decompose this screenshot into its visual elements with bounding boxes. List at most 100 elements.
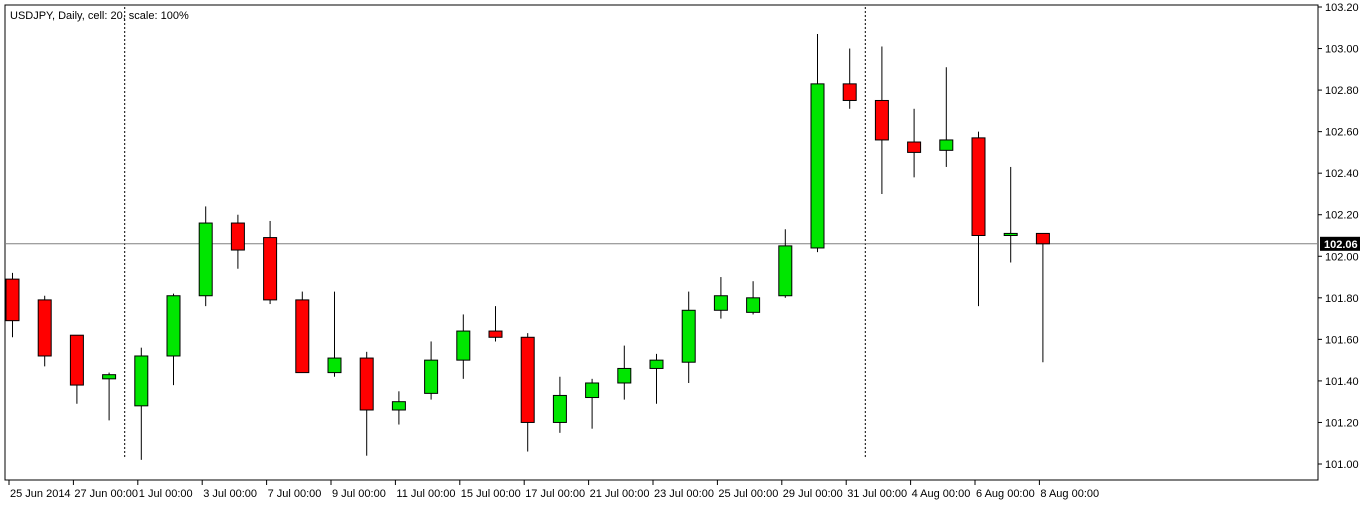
candle[interactable] — [1035, 232, 1050, 363]
candle[interactable] — [874, 46, 889, 194]
candle-body — [617, 367, 632, 384]
plot-area — [4, 4, 1319, 481]
x-tick-label: 9 Jul 00:00 — [332, 488, 386, 500]
candle[interactable] — [295, 291, 310, 374]
x-tick-label: 6 Aug 00:00 — [976, 488, 1035, 500]
chart-info-text: USDJPY, Daily, cell: 20, scale: 100% — [10, 10, 189, 22]
x-tick-label: 31 Jul 00:00 — [847, 488, 907, 500]
x-tick-label: 11 Jul 00:00 — [396, 488, 455, 500]
candle-body — [552, 394, 567, 423]
x-tick-label: 21 Jul 00:00 — [590, 488, 650, 500]
candle-body — [230, 222, 245, 251]
candle[interactable] — [198, 206, 213, 307]
candle[interactable] — [391, 391, 406, 425]
candle-body — [327, 357, 342, 374]
x-tick-label: 25 Jun 2014 — [10, 488, 71, 500]
candle-body — [746, 297, 761, 313]
candle[interactable] — [552, 376, 567, 433]
candle[interactable] — [263, 220, 278, 305]
candle-body — [874, 99, 889, 141]
x-tick-label: 27 Jun 00:00 — [74, 488, 138, 500]
current-price-marker-bg — [1320, 236, 1360, 251]
y-tick-label: 103.20 — [1325, 2, 1359, 14]
current-price-marker: 102.06 — [1320, 236, 1360, 251]
y-tick-label: 102.00 — [1325, 251, 1359, 263]
candle-body — [778, 245, 793, 297]
current-price-label: 102.06 — [1324, 239, 1358, 251]
candle[interactable] — [1003, 166, 1018, 263]
x-tick-label: 17 Jul 00:00 — [525, 488, 585, 500]
y-tick-label: 101.60 — [1325, 334, 1359, 346]
candle-body — [198, 222, 213, 297]
candle-body — [102, 374, 117, 380]
x-tick-label: 3 Jul 00:00 — [203, 488, 257, 500]
candle[interactable] — [37, 295, 52, 367]
x-tick-label: 7 Jul 00:00 — [268, 488, 322, 500]
candle[interactable] — [778, 229, 793, 298]
candle-body — [520, 336, 535, 423]
candle[interactable] — [520, 333, 535, 452]
candle-body — [69, 334, 84, 386]
y-tick-label: 101.80 — [1325, 293, 1359, 305]
y-tick-label: 101.00 — [1325, 459, 1359, 471]
candle[interactable] — [69, 334, 84, 404]
candle[interactable] — [810, 34, 825, 253]
candle-body — [359, 357, 374, 411]
candle-body — [1003, 232, 1018, 237]
candle-body — [456, 330, 471, 361]
candle[interactable] — [424, 341, 439, 400]
y-tick-label: 102.80 — [1325, 85, 1359, 97]
candle[interactable] — [456, 314, 471, 379]
candle-body — [971, 137, 986, 236]
candle-body — [166, 295, 181, 357]
candle-body — [713, 295, 728, 311]
candle[interactable] — [102, 372, 117, 421]
candle-body — [842, 83, 857, 101]
y-tick-label: 101.40 — [1325, 376, 1359, 388]
x-tick-label: 15 Jul 00:00 — [461, 488, 521, 500]
candle[interactable] — [939, 67, 954, 167]
candle[interactable] — [359, 351, 374, 456]
candle[interactable] — [842, 48, 857, 109]
candle-body — [424, 359, 439, 394]
candle-body — [649, 359, 664, 369]
candle[interactable] — [713, 277, 728, 319]
candle-body — [134, 355, 149, 407]
candle-body — [5, 278, 20, 322]
y-tick-label: 102.40 — [1325, 168, 1359, 180]
candle[interactable] — [971, 131, 986, 307]
candle-body — [681, 309, 696, 363]
candle[interactable] — [617, 345, 632, 400]
candle[interactable] — [907, 108, 922, 178]
candle[interactable] — [166, 293, 181, 386]
candle[interactable] — [5, 272, 20, 338]
candle-body — [488, 330, 503, 338]
candle-body — [585, 382, 600, 399]
x-tick-label: 4 Aug 00:00 — [912, 488, 971, 500]
y-tick-label: 102.60 — [1325, 127, 1359, 139]
candle[interactable] — [746, 281, 761, 315]
candle[interactable] — [488, 306, 503, 342]
x-tick-label: 29 Jul 00:00 — [783, 488, 843, 500]
candle-body — [263, 237, 278, 301]
x-tick-label: 1 Jul 00:00 — [139, 488, 193, 500]
candle[interactable] — [585, 378, 600, 429]
candle-body — [1035, 232, 1050, 245]
x-tick-label: 25 Jul 00:00 — [718, 488, 778, 500]
x-tick-label: 8 Aug 00:00 — [1040, 488, 1099, 500]
candle-body — [37, 299, 52, 357]
candle[interactable] — [230, 214, 245, 269]
candle-body — [939, 139, 954, 151]
x-tick-label: 23 Jul 00:00 — [654, 488, 714, 500]
y-tick-label: 101.20 — [1325, 417, 1359, 429]
candle[interactable] — [681, 291, 696, 383]
candle[interactable] — [327, 291, 342, 377]
y-tick-label: 103.00 — [1325, 44, 1359, 56]
candle-body — [295, 299, 310, 374]
candle-body — [391, 401, 406, 411]
candle[interactable] — [649, 353, 664, 404]
candle-body — [810, 83, 825, 249]
candle[interactable] — [134, 347, 149, 460]
